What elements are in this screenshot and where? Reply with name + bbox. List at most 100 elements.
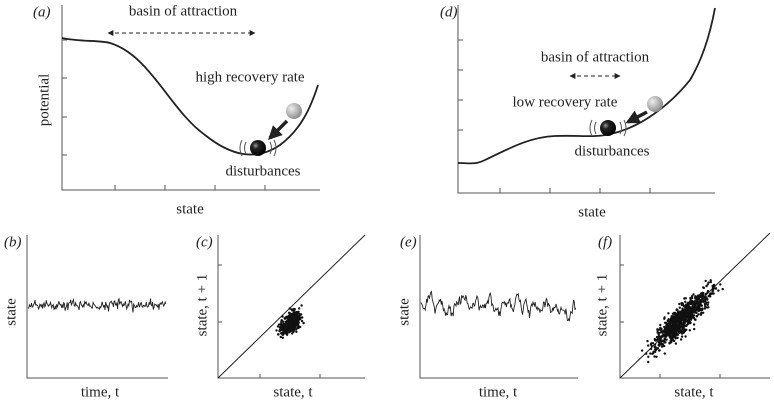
dot [695,315,699,318]
dot [281,315,284,318]
dot [659,323,662,327]
annotation: high recovery rate [195,69,304,85]
dot [647,355,650,358]
y-label: state [3,298,19,326]
dot [663,325,666,329]
dot [700,311,703,315]
y-label: state, t + 1 [594,274,610,337]
dot [683,322,686,325]
dot [697,303,701,306]
dot [667,325,670,329]
dot [677,314,680,318]
dot [702,311,705,314]
dot [297,317,300,320]
dot [670,315,674,318]
dot [674,342,678,345]
dot [688,329,691,332]
panel-a: (a) basin of attraction high recovery ra… [33,3,320,217]
dot [697,313,700,316]
dot [682,305,686,308]
time-series [27,297,167,313]
dot [685,324,688,328]
dot [706,298,709,301]
vibration [239,139,277,157]
dot [721,287,724,291]
dot [661,335,664,338]
dot [654,346,657,349]
dot [288,326,291,329]
dot [277,323,281,326]
scatter [275,304,305,339]
dot [678,302,681,306]
dot [663,352,666,355]
dot [285,326,289,330]
dot [297,326,300,330]
dot [701,307,704,311]
ball [647,96,663,112]
dot [673,339,676,343]
panel-label: (a) [33,4,51,20]
ball [286,103,302,119]
panel-b: (b) time, t state [3,234,168,400]
dot [668,336,672,339]
dot [696,297,699,301]
time-series [420,290,577,322]
dot [653,355,656,358]
dot [676,312,679,315]
dot [703,307,707,310]
dot [664,330,667,333]
dot [697,300,700,303]
dot [693,311,696,314]
dot [656,347,660,350]
dot [668,342,671,345]
dot [674,318,677,321]
annotation: disturbances [575,143,650,159]
dot [665,328,669,332]
dot [289,322,293,325]
dot [275,329,278,332]
dot [669,327,673,330]
dot [707,301,710,304]
dot [683,297,686,300]
dot [672,320,675,323]
x-label: state, t [674,384,714,400]
dot [689,313,693,316]
dot [683,328,686,331]
dot [656,331,659,334]
ball [600,120,616,136]
dot [295,311,298,315]
dot [290,316,293,319]
dot [675,308,678,312]
dot [693,296,697,300]
dot [657,343,660,347]
dot [667,328,671,331]
dot [647,360,650,364]
dot [703,302,707,305]
dot [295,330,298,333]
dot [714,287,717,290]
dot [277,333,280,336]
vibration [589,119,627,137]
panel-label: (b) [4,234,22,250]
dot [692,293,695,296]
dot [666,319,669,322]
panel-label: (e) [400,234,417,250]
dot [697,309,700,313]
dot [679,323,682,326]
dot [704,305,707,308]
dot [693,327,696,331]
dot [645,352,648,355]
dot [295,319,298,322]
dot [689,301,692,305]
dot [679,338,683,341]
dot [704,279,707,283]
dot [658,331,661,335]
dot [672,328,675,331]
dot [280,321,283,324]
dot [677,330,680,334]
panel-label: (f) [598,234,612,250]
x-label: time, t [81,384,120,400]
dot [701,296,704,299]
dot [680,335,684,338]
dot [675,329,679,332]
